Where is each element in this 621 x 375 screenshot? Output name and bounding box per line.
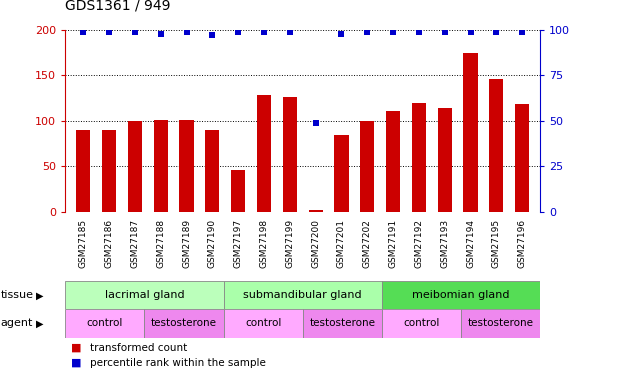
Bar [65,281,224,309]
Text: GSM27199: GSM27199 [285,219,294,268]
Bar [153,120,168,212]
Text: ■: ■ [71,358,82,368]
Text: GSM27189: GSM27189 [182,219,191,268]
Point [207,33,217,39]
Bar [461,309,540,338]
Point [285,29,295,35]
Text: lacrimal gland: lacrimal gland [104,290,184,300]
Text: ▶: ▶ [36,318,43,328]
Bar [382,281,540,309]
Bar [489,79,504,212]
Point [233,29,243,35]
Text: agent: agent [1,318,33,328]
Text: testosterone: testosterone [151,318,217,328]
Bar [360,121,374,212]
Text: control: control [86,318,123,328]
Text: GSM27185: GSM27185 [79,219,88,268]
Point [310,120,320,126]
Bar [412,103,426,212]
Point [130,29,140,35]
Bar [65,309,144,338]
Text: GSM27190: GSM27190 [208,219,217,268]
Text: submandibular gland: submandibular gland [243,290,362,300]
Bar [334,135,348,212]
Text: GSM27192: GSM27192 [414,219,424,268]
Text: control: control [403,318,440,328]
Text: control: control [245,318,281,328]
Text: GSM27197: GSM27197 [233,219,243,268]
Bar [283,97,297,212]
Text: ■: ■ [71,343,82,353]
Text: GSM27200: GSM27200 [311,219,320,268]
Text: GSM27198: GSM27198 [260,219,268,268]
Point [259,29,269,35]
Point [388,29,398,35]
Text: testosterone: testosterone [468,318,533,328]
Text: percentile rank within the sample: percentile rank within the sample [90,358,266,368]
Bar [224,281,382,309]
Text: GSM27202: GSM27202 [363,219,372,268]
Bar [302,309,382,338]
Bar [386,111,400,212]
Bar [231,170,245,212]
Bar [179,120,194,212]
Bar [257,94,271,212]
Text: testosterone: testosterone [309,318,375,328]
Text: GSM27187: GSM27187 [130,219,140,268]
Text: GSM27195: GSM27195 [492,219,501,268]
Point [337,31,347,37]
Point [414,29,424,35]
Text: GDS1361 / 949: GDS1361 / 949 [65,0,171,13]
Point [491,29,501,35]
Point [104,29,114,35]
Text: GSM27193: GSM27193 [440,219,449,268]
Text: ▶: ▶ [36,290,43,300]
Text: GSM27194: GSM27194 [466,219,475,268]
Bar [224,309,303,338]
Text: GSM27188: GSM27188 [156,219,165,268]
Text: GSM27201: GSM27201 [337,219,346,268]
Point [440,29,450,35]
Point [362,29,372,35]
Point [466,29,476,35]
Point [181,29,191,35]
Bar [382,309,461,338]
Point [78,29,88,35]
Bar [438,108,452,212]
Text: transformed count: transformed count [90,343,188,353]
Bar [128,121,142,212]
Bar [144,309,224,338]
Text: GSM27191: GSM27191 [389,219,397,268]
Text: meibomian gland: meibomian gland [412,290,510,300]
Text: GSM27196: GSM27196 [518,219,527,268]
Point [517,29,527,35]
Bar [206,130,219,212]
Point [156,31,166,37]
Bar [102,130,116,212]
Bar [309,210,323,212]
Text: tissue: tissue [1,290,34,300]
Text: GSM27186: GSM27186 [104,219,114,268]
Bar [463,53,478,212]
Bar [515,104,529,212]
Bar [76,130,91,212]
